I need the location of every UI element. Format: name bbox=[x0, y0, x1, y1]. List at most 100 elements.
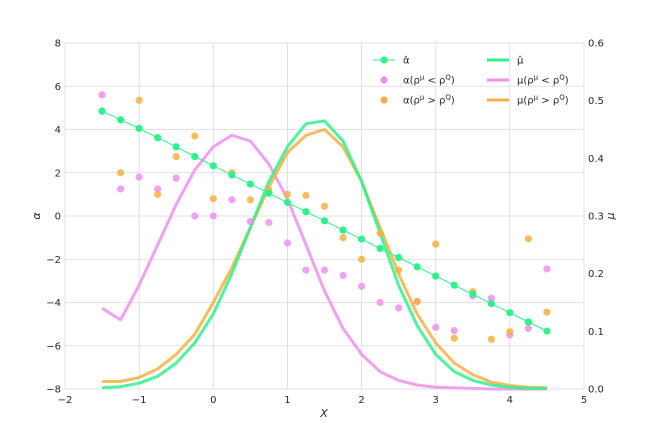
legend-label-part: μ(ρ bbox=[517, 96, 534, 107]
data-point bbox=[98, 91, 106, 99]
legend: α̂α(ρμ < ρQ)α(ρμ > ρQ)μ̂μ(ρμ < ρQ)μ(ρμ >… bbox=[373, 55, 569, 107]
x-tick-label: −1 bbox=[132, 395, 147, 406]
legend-label-part: μ bbox=[420, 94, 425, 102]
x-tick-label: 3 bbox=[433, 395, 439, 406]
data-point bbox=[487, 299, 495, 308]
legend-item: μ(ρμ > ρQ) bbox=[487, 94, 569, 107]
y-right-tick-label: 0.3 bbox=[588, 212, 604, 223]
x-tick-label: 1 bbox=[284, 395, 290, 406]
data-point bbox=[302, 266, 310, 274]
legend-label-part: Q bbox=[559, 94, 565, 102]
data-point bbox=[395, 253, 403, 262]
data-point bbox=[469, 290, 477, 298]
y-left-tick-label: −2 bbox=[46, 255, 61, 266]
data-point bbox=[154, 185, 162, 193]
data-point bbox=[524, 318, 532, 326]
x-tick-label: 2 bbox=[358, 395, 364, 406]
legend-label-part: μ bbox=[420, 74, 425, 82]
legend-label-part: α(ρ bbox=[403, 76, 420, 87]
data-point bbox=[320, 202, 329, 210]
data-point bbox=[376, 244, 384, 253]
y-right-tick-label: 0.1 bbox=[588, 327, 604, 338]
legend-label-part: > ρ bbox=[538, 96, 559, 107]
series-line bbox=[102, 119, 547, 390]
y-right-axis-title: μ bbox=[604, 213, 617, 221]
data-point bbox=[376, 229, 384, 237]
legend-item: α̂ bbox=[373, 55, 410, 67]
x-tick-label: −2 bbox=[58, 395, 73, 406]
series-line bbox=[102, 128, 547, 390]
plot-area bbox=[98, 91, 551, 391]
data-point bbox=[395, 304, 403, 312]
y-left-tick-label: 4 bbox=[55, 125, 61, 136]
data-point bbox=[357, 255, 366, 263]
data-point bbox=[283, 190, 292, 198]
data-point bbox=[320, 217, 329, 225]
x-axis-title: X bbox=[319, 407, 328, 420]
data-point bbox=[487, 335, 495, 343]
data-point bbox=[191, 132, 199, 140]
legend-label-part: μ(ρ bbox=[517, 76, 534, 87]
legend-label: α(ρμ < ρQ) bbox=[403, 74, 455, 87]
legend-label-part: Q bbox=[445, 74, 451, 82]
data-point bbox=[450, 327, 458, 335]
data-point bbox=[339, 226, 347, 234]
y-left-tick-label: −4 bbox=[46, 298, 61, 309]
legend-label-part: ) bbox=[451, 76, 455, 87]
data-point bbox=[524, 324, 532, 333]
legend-label: μ̂ bbox=[517, 55, 524, 67]
data-point bbox=[228, 171, 236, 179]
legend-item: α(ρμ > ρQ) bbox=[380, 94, 455, 107]
data-point bbox=[117, 185, 125, 193]
data-point bbox=[265, 189, 273, 197]
series-line-3 bbox=[102, 119, 547, 390]
data-point bbox=[413, 263, 421, 271]
y-right-tick-label: 0.4 bbox=[588, 154, 604, 165]
data-point bbox=[395, 266, 403, 274]
x-tick-label: 5 bbox=[581, 395, 587, 406]
data-point bbox=[302, 208, 310, 216]
data-point bbox=[339, 234, 347, 242]
data-point bbox=[246, 180, 254, 188]
data-point bbox=[117, 169, 125, 177]
data-point bbox=[191, 152, 199, 161]
data-point bbox=[135, 173, 143, 181]
data-point bbox=[172, 174, 180, 182]
y-right-axis-ticks: 0.0 0.1 0.2 0.3 0.4 0.5 0.6 bbox=[588, 39, 604, 396]
x-tick-label: 0 bbox=[210, 395, 216, 406]
legend-item: μ(ρμ < ρQ) bbox=[487, 74, 569, 87]
data-point bbox=[357, 282, 366, 290]
y-left-tick-label: −6 bbox=[46, 341, 61, 352]
legend-label-part: < ρ bbox=[424, 76, 445, 87]
data-point bbox=[376, 298, 384, 307]
data-point bbox=[320, 266, 329, 274]
data-point bbox=[432, 272, 440, 280]
y-left-axis-ticks: −8 −6 −4 −2 0 2 4 6 8 bbox=[46, 39, 61, 396]
legend-label-part: ) bbox=[451, 96, 455, 107]
series-line-0 bbox=[98, 107, 551, 335]
data-point bbox=[191, 212, 199, 220]
y-left-axis-title: α bbox=[30, 212, 43, 220]
data-point bbox=[283, 239, 292, 247]
x-tick-label: 4 bbox=[507, 395, 513, 406]
legend-label-part: ) bbox=[565, 96, 569, 107]
data-point bbox=[543, 265, 551, 273]
data-point bbox=[135, 124, 143, 133]
data-point bbox=[209, 212, 217, 220]
series-line-4 bbox=[101, 133, 547, 391]
data-point bbox=[172, 143, 180, 151]
data-point bbox=[450, 281, 458, 289]
data-point bbox=[135, 96, 143, 104]
legend-swatch-marker bbox=[380, 56, 388, 64]
data-point bbox=[154, 190, 162, 198]
legend-label-part: Q bbox=[559, 74, 565, 82]
data-point bbox=[524, 235, 532, 243]
series-line-5 bbox=[102, 128, 547, 390]
legend-swatch-marker bbox=[380, 96, 388, 104]
legend-label: μ(ρμ < ρQ) bbox=[517, 74, 569, 87]
y-left-tick-label: −8 bbox=[46, 385, 61, 396]
data-point bbox=[209, 195, 217, 203]
data-point bbox=[302, 191, 310, 200]
data-point bbox=[339, 271, 347, 280]
